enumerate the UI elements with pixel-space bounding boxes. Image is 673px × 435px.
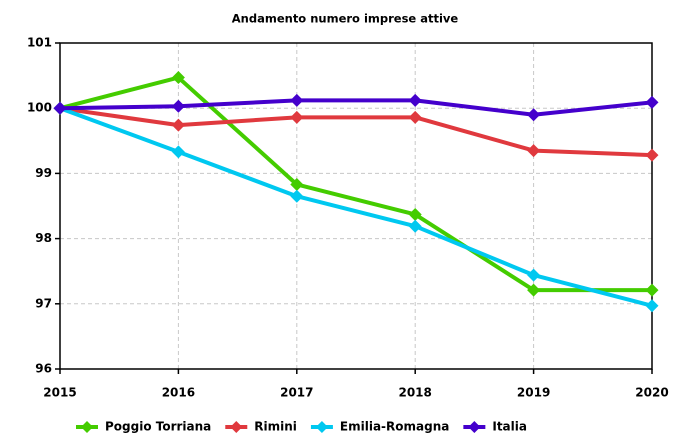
marker bbox=[408, 219, 422, 233]
marker bbox=[290, 177, 304, 191]
y-tick-label: 98 bbox=[35, 231, 52, 245]
marker bbox=[171, 118, 185, 132]
marker bbox=[645, 283, 659, 297]
x-tick-label: 2019 bbox=[517, 386, 550, 400]
chart-title: Andamento numero imprese attive bbox=[232, 12, 459, 26]
marker bbox=[527, 144, 541, 158]
marker bbox=[290, 110, 304, 124]
legend-marker bbox=[230, 421, 243, 433]
y-tick-label: 96 bbox=[35, 362, 52, 376]
y-tick-label: 99 bbox=[35, 166, 52, 180]
plot-frame bbox=[59, 42, 653, 370]
legend-label: Rimini bbox=[254, 420, 297, 434]
legend-marker bbox=[315, 421, 328, 433]
legend-marker bbox=[468, 421, 481, 433]
marker bbox=[408, 207, 422, 221]
marker bbox=[408, 110, 422, 124]
legend-label: Emilia-Romagna bbox=[340, 420, 449, 434]
series-line bbox=[59, 106, 653, 158]
marker bbox=[171, 99, 185, 113]
x-tick-label: 2018 bbox=[398, 386, 431, 400]
legend-label: Italia bbox=[492, 420, 527, 434]
marker bbox=[290, 93, 304, 107]
x-tick-label: 2020 bbox=[635, 386, 668, 400]
marker bbox=[527, 108, 541, 122]
series-line bbox=[59, 75, 652, 293]
y-tick-label: 101 bbox=[27, 36, 52, 50]
marker bbox=[290, 189, 304, 203]
legend-label: Poggio Torriana bbox=[105, 420, 211, 434]
marker bbox=[527, 283, 541, 297]
marker bbox=[645, 148, 659, 162]
marker bbox=[171, 145, 185, 159]
marker bbox=[645, 95, 659, 109]
legend-marker bbox=[81, 421, 93, 433]
x-tick-label: 2016 bbox=[162, 386, 195, 400]
series-line bbox=[59, 106, 653, 308]
x-tick-label: 2017 bbox=[280, 386, 313, 400]
marker bbox=[53, 101, 67, 115]
marker bbox=[645, 299, 659, 313]
marker bbox=[527, 268, 541, 282]
y-tick-label: 100 bbox=[27, 101, 52, 115]
marker bbox=[408, 93, 422, 107]
series-line bbox=[59, 98, 653, 117]
y-tick-label: 97 bbox=[35, 296, 52, 310]
marker bbox=[171, 71, 185, 85]
x-tick-label: 2015 bbox=[43, 386, 76, 400]
